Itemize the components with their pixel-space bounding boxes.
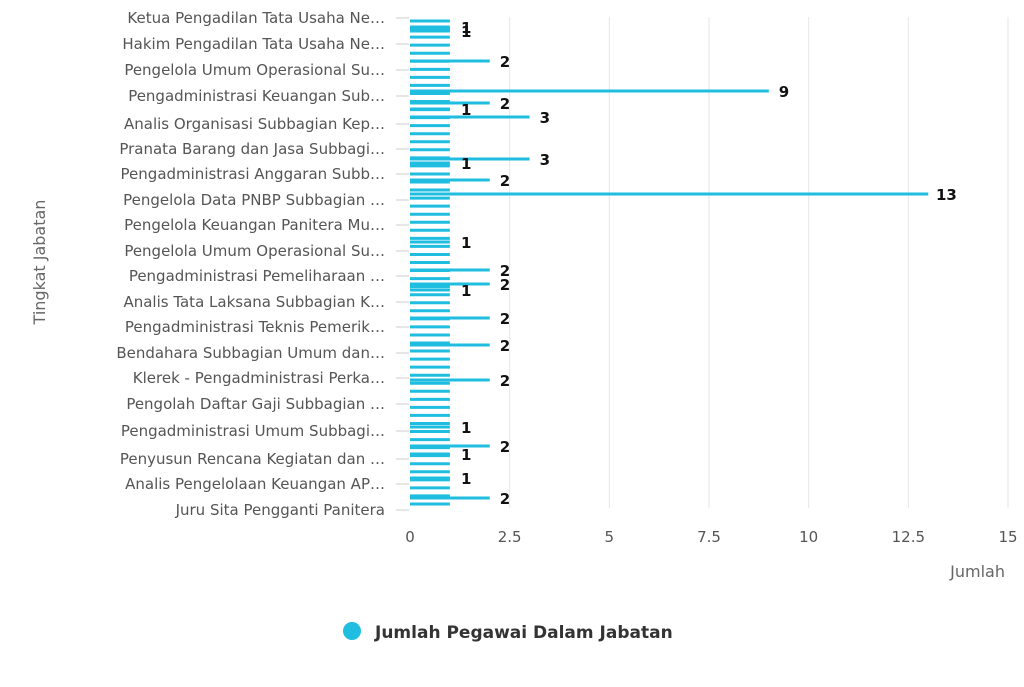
y-axis-title: Tingkat Jabatan — [30, 200, 49, 326]
data-label: 2 — [500, 53, 510, 71]
x-tick-label: 2.5 — [498, 528, 522, 546]
category-label: Pengelola Umum Operasional Su… — [124, 61, 385, 79]
grid-lines — [509, 17, 1009, 508]
data-label: 2 — [500, 372, 510, 390]
data-label: 1 — [461, 446, 471, 464]
x-tick-label: 12.5 — [892, 528, 925, 546]
category-label: Penyusun Rencana Kegiatan dan … — [120, 450, 385, 468]
category-label: Hakim Pengadilan Tata Usaha Ne… — [122, 35, 385, 53]
data-label: 2 — [500, 337, 510, 355]
data-label: 2 — [500, 276, 510, 294]
data-label: 1 — [461, 470, 471, 488]
x-tick-label: 5 — [605, 528, 615, 546]
category-label: Pengadministrasi Pemeliharaan … — [129, 267, 385, 285]
data-label: 1 — [461, 282, 471, 300]
x-tick-label: 0 — [405, 528, 415, 546]
category-label: Pengelola Umum Operasional Su… — [124, 242, 385, 260]
data-label: 1 — [461, 19, 471, 37]
data-label: 3 — [540, 151, 550, 169]
data-label: 13 — [936, 186, 957, 204]
category-label: Pranata Barang dan Jasa Subbagi… — [119, 140, 385, 158]
data-label: 2 — [500, 490, 510, 508]
category-label: Pengadministrasi Keuangan Sub… — [128, 87, 385, 105]
category-label: Pengelola Data PNBP Subbagian … — [123, 191, 385, 209]
x-axis-title: Jumlah — [949, 562, 1005, 581]
bar-stubs — [410, 19, 450, 506]
x-tick-label: 7.5 — [697, 528, 721, 546]
category-label: Pengadministrasi Teknis Pemerik… — [125, 318, 385, 336]
legend-marker — [343, 622, 361, 640]
data-label: 2 — [500, 172, 510, 190]
data-label: 1 — [461, 419, 471, 437]
data-label: 1 — [461, 155, 471, 173]
category-label: Klerek - Pengadministrasi Perka… — [133, 369, 385, 387]
legend[interactable]: Jumlah Pegawai Dalam Jabatan — [343, 622, 673, 643]
category-label: Pengelola Keuangan Panitera Mu… — [124, 216, 385, 234]
x-tick-label: 15 — [998, 528, 1017, 546]
data-label: 2 — [500, 95, 510, 113]
category-label: Juru Sita Pengganti Panitera — [175, 501, 385, 519]
legend-label: Jumlah Pegawai Dalam Jabatan — [374, 623, 673, 643]
data-label: 2 — [500, 262, 510, 280]
category-label: Pengadministrasi Umum Subbagi… — [121, 422, 385, 440]
category-label: Pengolah Daftar Gaji Subbagian … — [126, 395, 385, 413]
category-labels: Ketua Pengadilan Tata Usaha Ne… Hakim Pen… — [116, 9, 409, 519]
category-label: Analis Organisasi Subbagian Kep… — [124, 115, 385, 133]
bars — [410, 25, 929, 500]
category-label: Pengadministrasi Anggaran Subb… — [121, 165, 385, 183]
data-label: 2 — [500, 438, 510, 456]
category-label: Bendahara Subbagian Umum dan… — [116, 344, 385, 362]
x-tick-labels: 0 2.5 5 7.5 10 12.5 15 — [405, 528, 1017, 546]
data-label: 1 — [461, 23, 471, 41]
category-label: Analis Pengelolaan Keuangan AP… — [125, 475, 385, 493]
x-tick-label: 10 — [799, 528, 818, 546]
data-label: 3 — [540, 109, 550, 127]
category-label: Analis Tata Laksana Subbagian K… — [123, 293, 385, 311]
data-label: 1 — [461, 101, 471, 119]
category-label: Ketua Pengadilan Tata Usaha Ne… — [127, 9, 385, 27]
data-label: 1 — [461, 234, 471, 252]
data-label: 2 — [500, 310, 510, 328]
data-label: 9 — [779, 83, 789, 101]
